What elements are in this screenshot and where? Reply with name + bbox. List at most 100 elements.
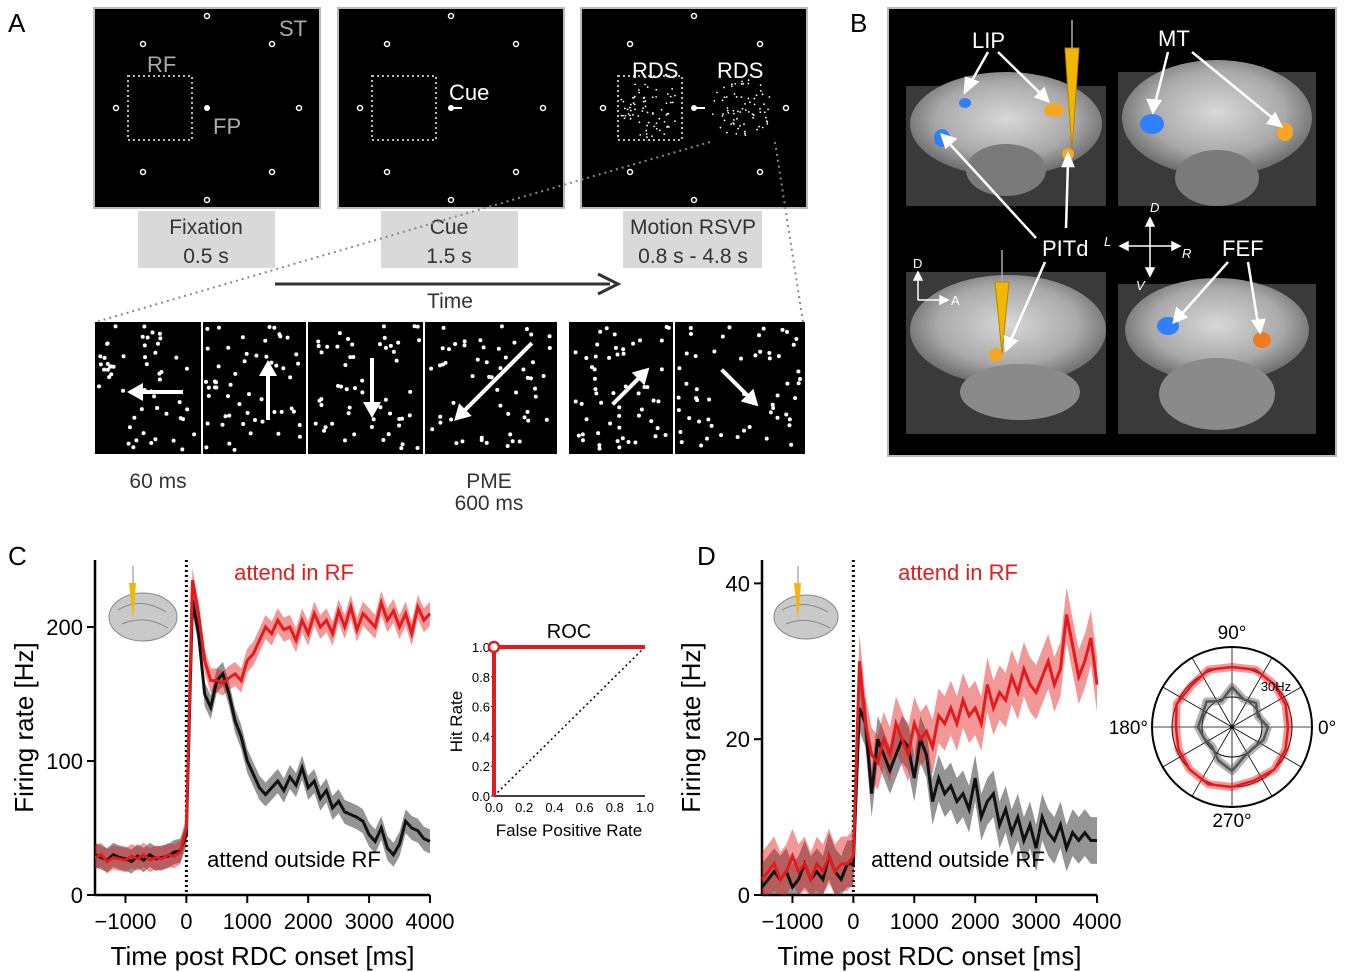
roc-y-tick-label: 1.0 [472, 640, 490, 655]
motion-dot [508, 432, 513, 437]
motion-dot [659, 367, 664, 372]
rds-right-label: RDS [717, 58, 763, 83]
motion-dot [233, 371, 238, 376]
motion-dot [528, 376, 533, 381]
rds-dot [723, 96, 726, 99]
motion-dot [496, 346, 501, 351]
motion-dot [149, 440, 154, 445]
motion-dot [637, 338, 642, 343]
rds-dot [721, 99, 724, 102]
confidence-band [762, 684, 1097, 895]
cue-screen: Cue [337, 7, 565, 209]
motion-dot [144, 362, 149, 367]
motion-dot [761, 326, 766, 331]
motion-dot [391, 349, 396, 354]
rds-dot [761, 93, 764, 96]
motion-dot [142, 343, 147, 348]
rsvp-frames [95, 322, 805, 454]
motion-dot [739, 356, 744, 361]
motion-dot [297, 423, 302, 428]
rds-dot [622, 114, 624, 117]
polar-angle-label: 270° [1212, 811, 1251, 832]
rds-dot [642, 97, 645, 100]
rds-dot [721, 115, 724, 117]
motion-dot [767, 351, 772, 356]
motion-dot [342, 438, 347, 443]
rds-dot [671, 88, 674, 90]
rds-dot [651, 135, 653, 138]
motion-dot [663, 432, 668, 437]
roc-title: ROC [547, 621, 591, 643]
motion-dot [475, 357, 480, 362]
motion-dot [171, 438, 176, 443]
motion-dot [294, 352, 299, 357]
rds-dot [740, 96, 743, 99]
motion-dot [512, 340, 517, 345]
motion-dot [580, 438, 585, 443]
motion-dot [323, 425, 328, 430]
motion-arrow [259, 360, 277, 420]
motion-dot [415, 445, 420, 450]
panel-c-roc-chart: 0.00.0 0.2 0.2 0.4 0.4 0.6 0.6 0.8 0.8 1.0 1.0 ROC F… [447, 621, 654, 840]
motion-dot [655, 426, 660, 431]
motion-dot [785, 329, 790, 334]
rds-dot [736, 110, 739, 113]
motion-dot [396, 340, 401, 345]
motion-dot [319, 350, 324, 355]
roc-y-tick-label: 0.4 [472, 729, 490, 744]
polar-spoke [1191, 657, 1233, 728]
arrow-head [740, 388, 759, 407]
motion-dot [533, 386, 538, 391]
motion-dot [415, 324, 420, 329]
motion-dot [576, 433, 581, 438]
motion-dot [770, 402, 775, 407]
rds-dot [641, 110, 644, 112]
motion-dot [573, 350, 578, 355]
motion-dot [547, 346, 552, 351]
motion-dot [753, 353, 758, 358]
panel-letter-a: A [8, 8, 26, 38]
motion-dot [785, 381, 790, 386]
mri-coronal-fef [1118, 278, 1316, 434]
motion-dot [633, 440, 638, 445]
motion-dot [573, 399, 578, 404]
rds-dot [759, 107, 761, 110]
motion-dot [709, 423, 714, 428]
stage-fixation: Fixation 0.5 s [138, 211, 275, 268]
motion-dot [451, 400, 456, 405]
rds-dot [767, 108, 769, 111]
motion-dot [269, 360, 274, 365]
roc-x-tick-label: 1.0 [636, 800, 654, 815]
rds-dot [622, 100, 625, 103]
motion-dot [237, 402, 242, 407]
motion-dot [352, 432, 357, 437]
orientation-sagittal [912, 270, 950, 306]
frame-duration-label: 60 ms [129, 470, 186, 493]
lip-label: LIP [972, 28, 1005, 53]
polar-series [1174, 665, 1290, 789]
rds-dot [735, 132, 738, 135]
arrow-head [363, 402, 381, 418]
motion-dot [462, 339, 467, 344]
motion-dot [279, 409, 284, 414]
motion-dot [784, 412, 789, 417]
motion-dot [604, 326, 609, 331]
motion-dot [720, 334, 725, 339]
motion-dot [316, 344, 321, 349]
rds-dot [646, 136, 648, 139]
time-label: Time [427, 290, 473, 313]
rds-dot [763, 103, 765, 106]
roc-y-label: Hit Rate [447, 691, 466, 752]
motion-dot [617, 445, 622, 450]
x-tick-label: 2000 [951, 909, 1000, 934]
motion-dot [684, 381, 689, 386]
rds-dot [642, 100, 645, 103]
stage-name: Cue [430, 216, 469, 239]
motion-dot [264, 354, 269, 359]
motion-dot [580, 432, 585, 437]
pme-label: PME [466, 470, 512, 493]
y-tick-label: 0 [738, 883, 750, 908]
rds-dot [634, 83, 636, 86]
rds-dot [726, 109, 729, 112]
